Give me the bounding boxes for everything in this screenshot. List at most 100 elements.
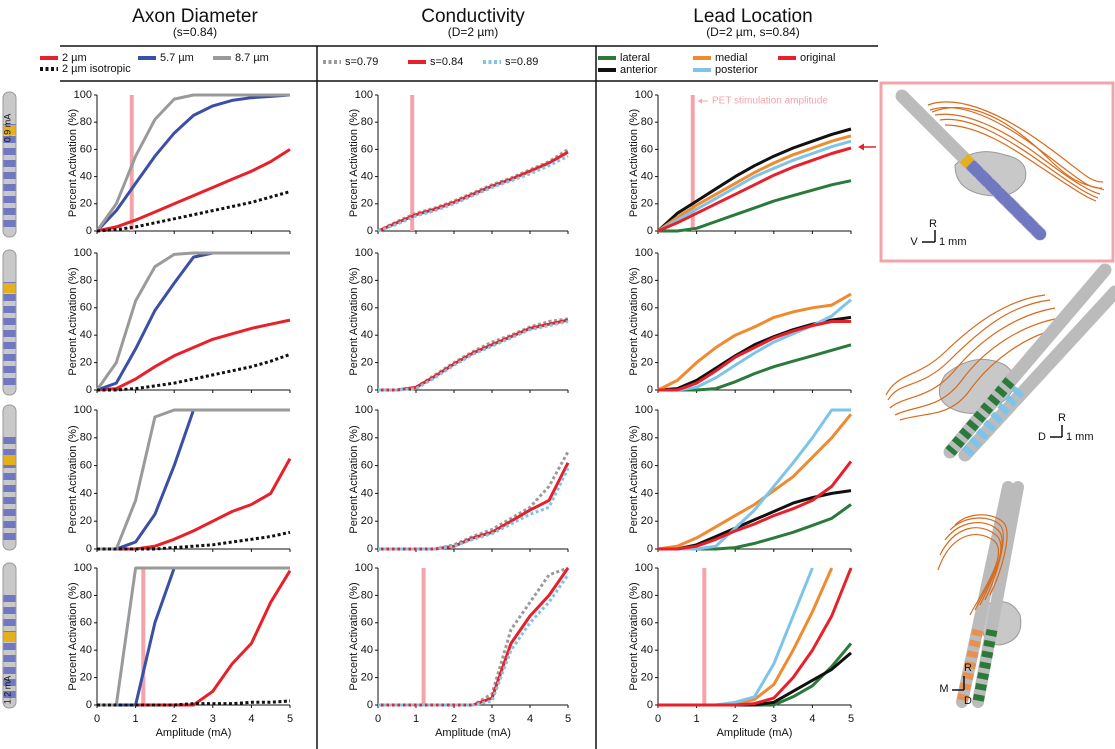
lead-label: 1.2 mA	[2, 676, 12, 705]
y-tick-label: 80	[361, 116, 373, 128]
y-tick-label: 40	[641, 329, 653, 341]
y-tick-label: 20	[641, 515, 653, 527]
y-tick-label: 60	[361, 617, 373, 629]
lead-stripe	[3, 330, 16, 337]
x-tick-label: 0	[94, 713, 100, 725]
series-line	[658, 320, 851, 392]
lead-contacts	[960, 386, 1025, 459]
lead-stripe	[3, 619, 16, 626]
y-tick-label: 0	[367, 225, 373, 237]
x-tick-label: 5	[287, 713, 293, 725]
y-tick-label: 20	[641, 198, 653, 210]
y-tick-label: 100	[355, 404, 373, 416]
y-tick-label: 0	[647, 225, 653, 237]
lead-stripe	[3, 485, 16, 492]
series-line	[658, 179, 852, 233]
scale-label: R	[929, 218, 937, 230]
legend-label: lateral	[620, 52, 650, 64]
y-tick-label: 40	[361, 329, 373, 341]
x-tick-label: 4	[248, 713, 254, 725]
y-axis-label: Percent Activation (%)	[628, 582, 640, 690]
y-axis-label: Percent Activation (%)	[67, 582, 79, 690]
lead-stripe	[3, 208, 16, 215]
plots: Axon Diameter(s=0.84) 2 µm 5.7 µm 8.7 µm 2 µ…	[40, 6, 854, 739]
y-tick-label: 100	[635, 247, 653, 259]
y-tick-label: 0	[86, 225, 92, 237]
lead-stripe	[3, 473, 16, 480]
y-tick-label: 80	[80, 432, 92, 444]
lead-stripe	[3, 497, 16, 504]
y-tick-label: 40	[361, 644, 373, 656]
y-tick-label: 60	[361, 460, 373, 472]
series-line	[97, 566, 290, 707]
x-tick-label: 3	[771, 713, 777, 725]
fibers	[885, 294, 1063, 421]
lead-contacts	[972, 628, 998, 704]
scale-bar	[922, 230, 936, 243]
y-tick-label: 100	[355, 247, 373, 259]
y-tick-label: 0	[647, 543, 653, 555]
series-line	[97, 457, 292, 551]
callout-arrowhead	[858, 143, 864, 151]
y-tick-label: 20	[80, 672, 92, 684]
fibers	[937, 514, 1008, 616]
series-line	[657, 292, 852, 392]
y-tick-label: 60	[80, 302, 92, 314]
lead-stripe	[3, 378, 16, 385]
lead-stripe	[3, 160, 16, 167]
lead-stripe	[3, 184, 16, 191]
series-line	[97, 408, 290, 551]
series-line	[95, 93, 290, 232]
series-line	[378, 320, 569, 392]
column-subtitle: (D=2 µm, s=0.84)	[706, 25, 800, 39]
y-tick-label: 20	[80, 198, 92, 210]
scale-label: D	[964, 695, 972, 707]
series-line	[378, 318, 569, 392]
y-tick-label: 0	[367, 384, 373, 396]
lead-active-contact	[3, 125, 16, 135]
y-tick-label: 80	[80, 589, 92, 601]
y-axis-label: Percent Activation (%)	[628, 425, 640, 533]
lead-stripe	[3, 667, 16, 674]
lead-stripe	[3, 691, 16, 698]
y-tick-label: 60	[361, 302, 373, 314]
y-tick-label: 100	[635, 89, 653, 101]
x-axis-label: Amplitude (mA)	[435, 727, 511, 739]
series-line	[378, 450, 570, 551]
series-line	[658, 298, 852, 392]
y-tick-label: 60	[361, 143, 373, 155]
x-tick-label: 4	[809, 713, 815, 725]
legend-label: 2 µm isotropic	[62, 63, 131, 75]
legend-label: 5.7 µm	[160, 52, 194, 64]
y-tick-label: 80	[361, 432, 373, 444]
scale-label: 1 mm	[1066, 431, 1094, 443]
lead-stripe	[3, 366, 16, 373]
x-tick-label: 5	[565, 713, 571, 725]
lead-stripe	[3, 521, 16, 528]
lead-active-contact	[3, 632, 16, 642]
y-tick-label: 60	[80, 143, 92, 155]
y-tick-label: 80	[641, 116, 653, 128]
rendering	[895, 89, 1105, 241]
series-line	[97, 530, 291, 551]
y-tick-label: 60	[80, 617, 92, 629]
series-line	[658, 460, 853, 551]
legend-label: 2 µm	[62, 52, 87, 64]
scale-label: V	[910, 236, 918, 248]
x-tick-label: 5	[848, 713, 854, 725]
y-tick-label: 0	[647, 384, 653, 396]
lead-stripe	[3, 354, 16, 361]
y-tick-label: 80	[80, 274, 92, 286]
scale-label: D	[1038, 431, 1046, 443]
y-tick-label: 20	[361, 357, 373, 369]
y-tick-label: 40	[641, 171, 653, 183]
y-tick-label: 0	[367, 543, 373, 555]
series-line	[378, 462, 570, 551]
lead-stripe	[3, 533, 16, 540]
lead-stripe	[3, 306, 16, 313]
legend-label: anterior	[620, 64, 658, 76]
y-tick-label: 0	[647, 699, 653, 711]
series-line	[96, 251, 290, 392]
scale-bar	[952, 676, 965, 691]
